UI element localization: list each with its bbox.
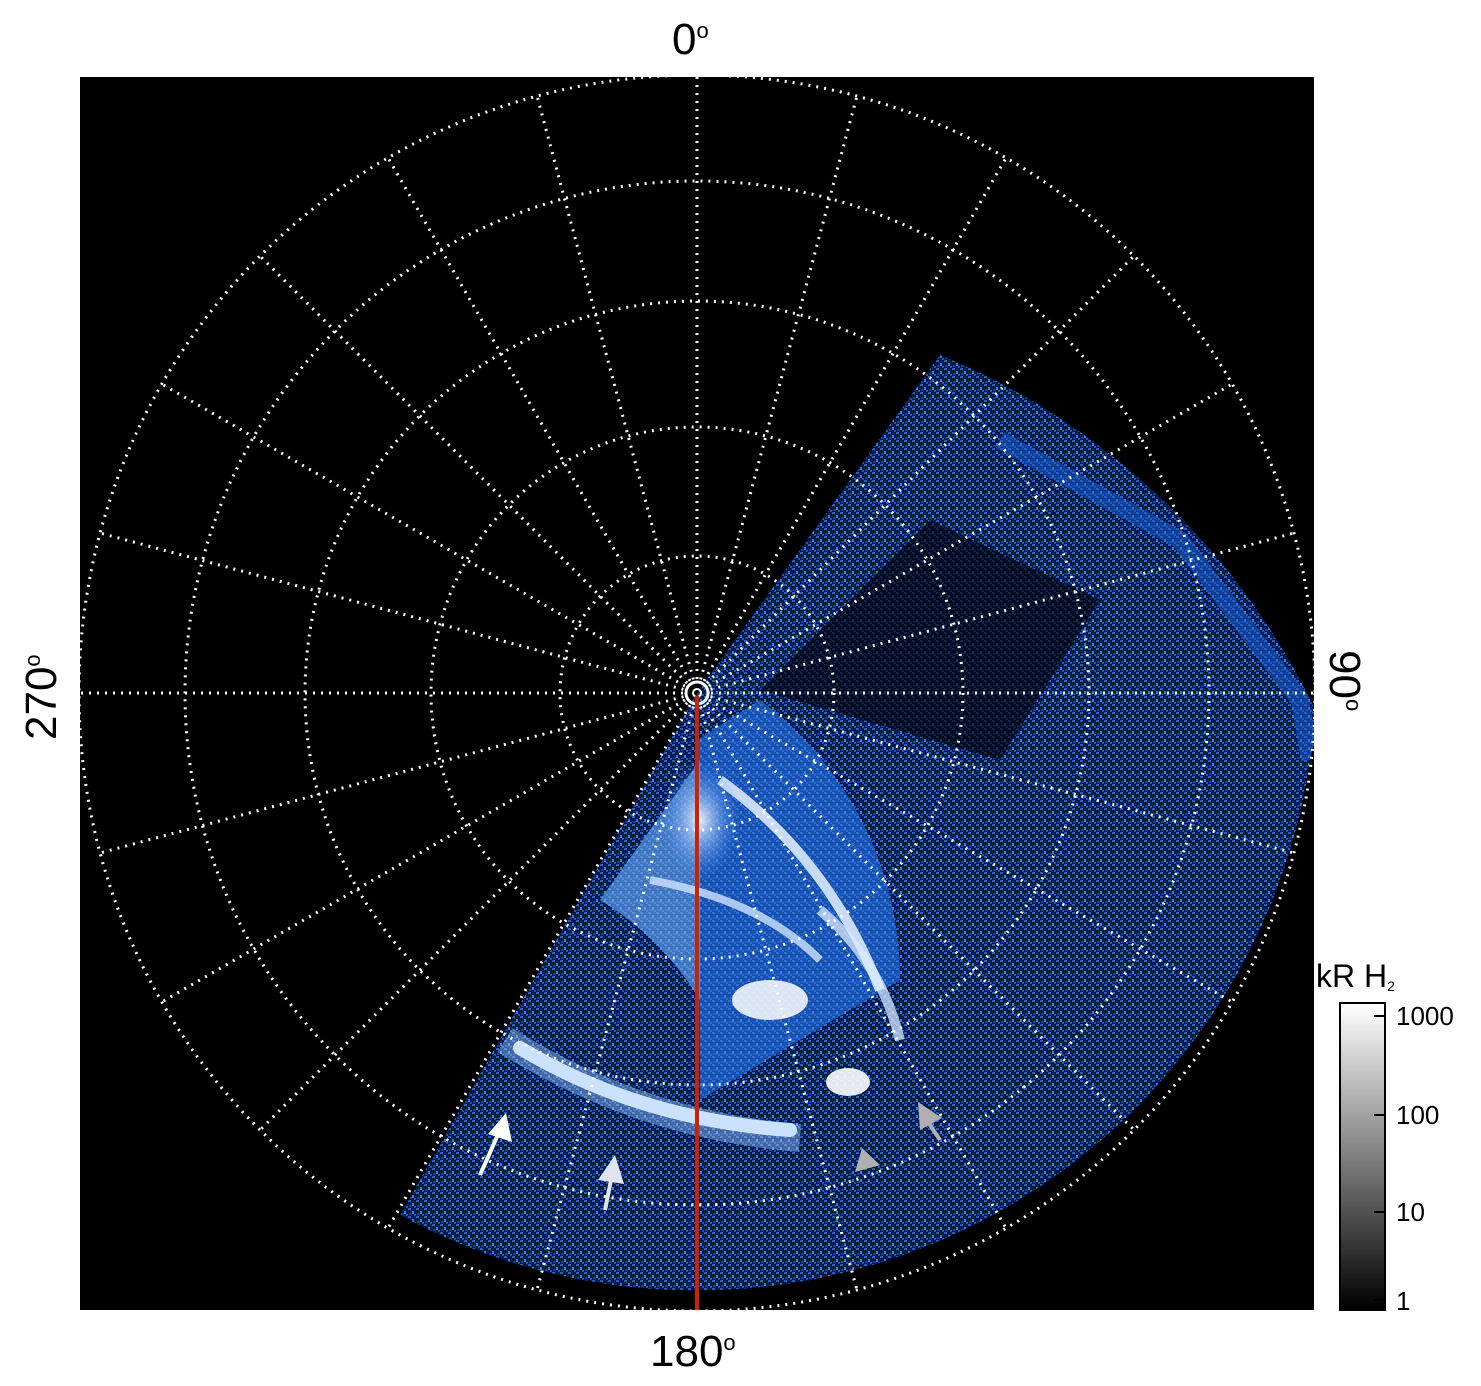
colorbar-tick-label: 100 bbox=[1396, 1100, 1440, 1130]
colorbar bbox=[1339, 1002, 1386, 1311]
axis-label-270: 270o bbox=[17, 654, 66, 740]
white-arrow bbox=[478, 1113, 512, 1176]
axis-label-180: 180o bbox=[650, 1327, 736, 1376]
white-arrow bbox=[598, 1155, 624, 1211]
axis-label-0: 0o bbox=[672, 15, 709, 64]
colorbar-tick-label: 1000 bbox=[1396, 1001, 1454, 1031]
colorbar-tick-label: 10 bbox=[1396, 1197, 1425, 1227]
colorbar-ticks bbox=[1374, 1015, 1385, 1301]
axis-label-90: 90o bbox=[1320, 650, 1369, 712]
gray-arrow bbox=[918, 1102, 942, 1142]
gray-arrow bbox=[855, 1148, 880, 1172]
colorbar-title: kR H2 bbox=[1316, 958, 1395, 994]
colorbar-tick-label: 1 bbox=[1396, 1286, 1411, 1316]
